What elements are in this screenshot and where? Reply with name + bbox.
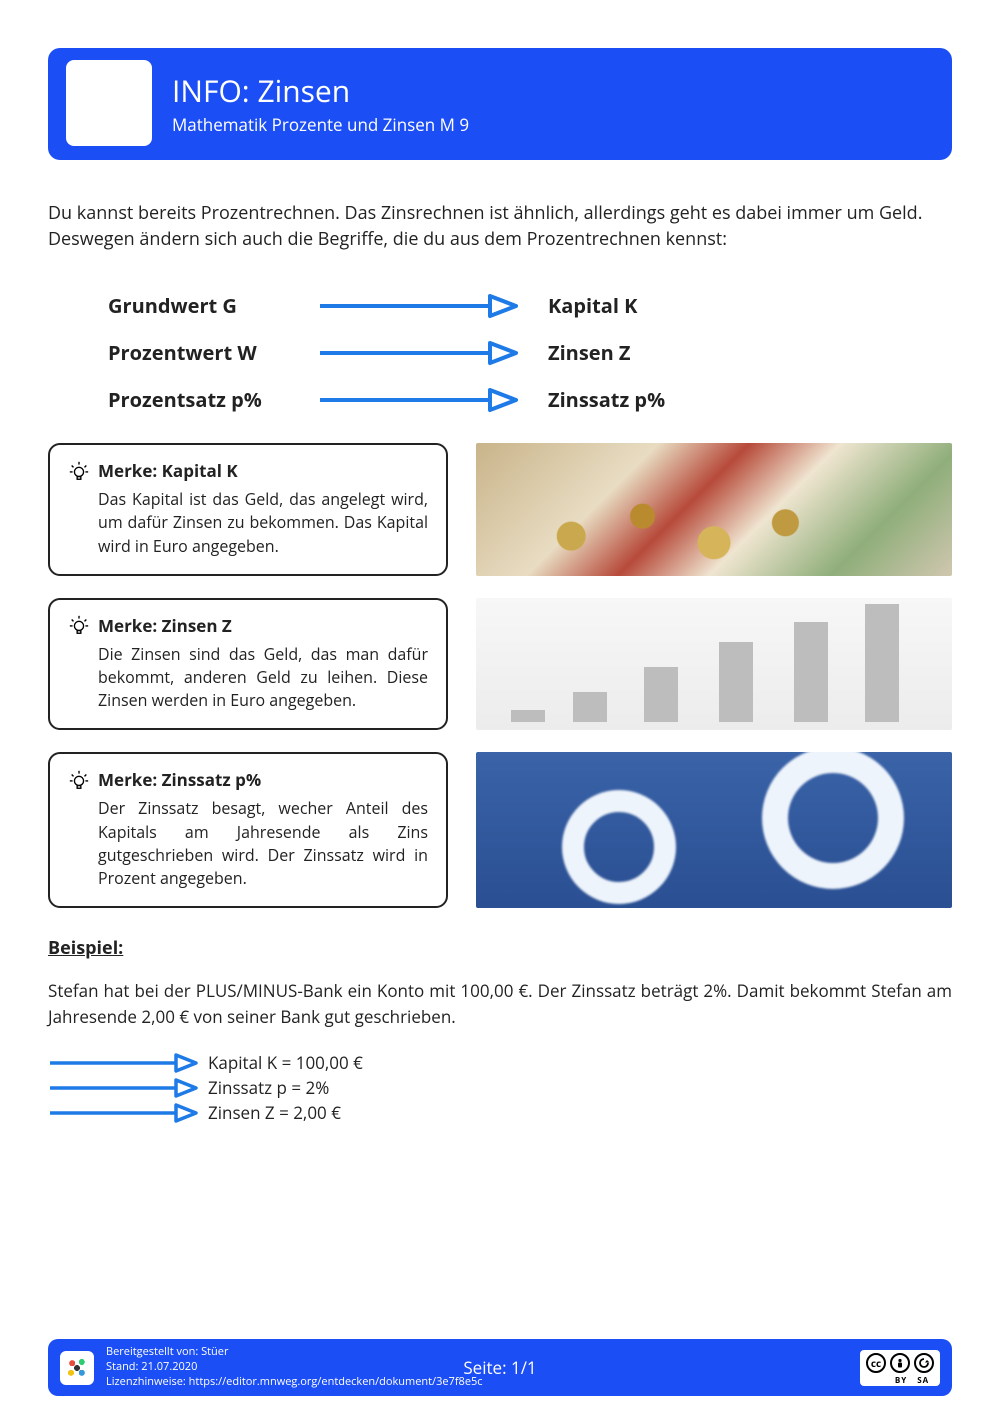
lightbulb-icon [68, 460, 90, 482]
arrow-icon [318, 293, 518, 319]
term-mapping: Grundwert G Kapital K Prozentwert W Zins… [108, 292, 892, 413]
merke-title: Merke: Zinsen Z [98, 614, 232, 637]
mapping-right: Zinssatz p% [548, 386, 748, 413]
header-text: INFO: Zinsen Mathematik Prozente und Zin… [172, 70, 469, 136]
example-text: Stefan hat bei der PLUS/MINUS-Bank ein K… [48, 978, 952, 1029]
arrow-icon [318, 340, 518, 366]
cc-sa-icon [914, 1353, 934, 1373]
merke-body: Der Zinssatz besagt, wecher Anteil des K… [68, 797, 428, 890]
example-value: Zinsen Z = 2,00 € [208, 1101, 341, 1124]
cc-sa-label: SA [917, 1377, 929, 1385]
example-heading: Beispiel: [48, 936, 952, 960]
merke-box-zinssatz: Merke: Zinssatz p% Der Zinssatz besagt, … [48, 752, 448, 908]
mapping-row: Prozentwert W Zinsen Z [108, 339, 892, 366]
mapping-left: Prozentsatz p% [108, 386, 308, 413]
mapping-left: Grundwert G [108, 292, 308, 319]
example-item: Kapital K = 100,00 € [48, 1051, 952, 1074]
mapping-right: Zinsen Z [548, 339, 748, 366]
worksheet-page: INFO: Zinsen Mathematik Prozente und Zin… [0, 0, 1000, 1416]
example-list: Kapital K = 100,00 € Zinssatz p = 2% Zin… [48, 1051, 952, 1124]
image-coin-stacks [476, 598, 952, 731]
image-percent-sky [476, 752, 952, 908]
header-banner: INFO: Zinsen Mathematik Prozente und Zin… [48, 48, 952, 160]
header-logo-placeholder [66, 60, 152, 146]
mapping-row: Prozentsatz p% Zinssatz p% [108, 386, 892, 413]
arrow-icon [48, 1077, 198, 1099]
footer-logo-icon [60, 1351, 94, 1385]
arrow-icon [48, 1102, 198, 1124]
merke-heading: Merke: Kapital K [68, 459, 428, 482]
merke-row: Merke: Zinssatz p% Der Zinssatz besagt, … [48, 752, 952, 908]
cc-icon: cc [866, 1353, 886, 1373]
example-value: Zinssatz p = 2% [208, 1076, 329, 1099]
merke-heading: Merke: Zinssatz p% [68, 768, 428, 791]
cc-by-icon [890, 1353, 910, 1373]
merke-heading: Merke: Zinsen Z [68, 614, 428, 637]
lightbulb-icon [68, 769, 90, 791]
merke-box-zinsen: Merke: Zinsen Z Die Zinsen sind das Geld… [48, 598, 448, 731]
mapping-right: Kapital K [548, 292, 748, 319]
merke-box-kapital: Merke: Kapital K Das Kapital ist das Gel… [48, 443, 448, 576]
arrow-icon [48, 1052, 198, 1074]
merke-body: Die Zinsen sind das Geld, das man dafür … [68, 643, 428, 713]
mapping-left: Prozentwert W [108, 339, 308, 366]
example-item: Zinsen Z = 2,00 € [48, 1101, 952, 1124]
page-number: Seite: 1/1 [463, 1356, 536, 1379]
mapping-row: Grundwert G Kapital K [108, 292, 892, 319]
merke-body: Das Kapital ist das Geld, das angelegt w… [68, 488, 428, 558]
arrow-icon [318, 387, 518, 413]
page-subtitle: Mathematik Prozente und Zinsen M 9 [172, 113, 469, 136]
example-section: Beispiel: Stefan hat bei der PLUS/MINUS-… [48, 936, 952, 1124]
example-item: Zinssatz p = 2% [48, 1076, 952, 1099]
intro-text: Du kannst bereits Prozentrechnen. Das Zi… [48, 200, 952, 252]
example-value: Kapital K = 100,00 € [208, 1051, 363, 1074]
image-money [476, 443, 952, 576]
lightbulb-icon [68, 614, 90, 636]
footer-bar: Bereitgestellt von: Stüer Stand: 21.07.2… [48, 1339, 952, 1396]
merke-title: Merke: Kapital K [98, 459, 238, 482]
merke-row: Merke: Kapital K Das Kapital ist das Gel… [48, 443, 952, 576]
merke-title: Merke: Zinssatz p% [98, 768, 261, 791]
cc-by-label: BY [895, 1377, 907, 1385]
page-title: INFO: Zinsen [172, 70, 469, 111]
merke-section: Merke: Kapital K Das Kapital ist das Gel… [48, 443, 952, 908]
cc-license-badge: cc BY SA [860, 1350, 940, 1386]
merke-row: Merke: Zinsen Z Die Zinsen sind das Geld… [48, 598, 952, 731]
